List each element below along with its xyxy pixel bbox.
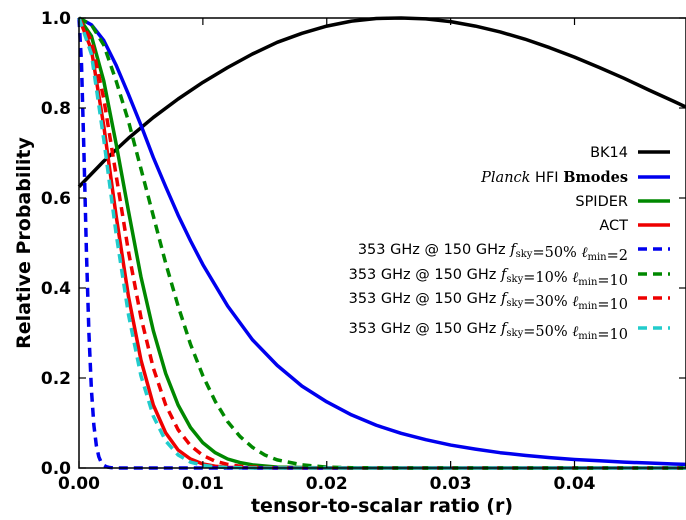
legend-label-6: 353 GHz @ 150 GHz fsky=30% ℓmin=10: [349, 291, 628, 313]
x-tick-label: 0.00: [58, 474, 100, 494]
x-axis-label: tensor-to-scalar ratio (r): [251, 495, 513, 517]
legend-label-7: 353 GHz @ 150 GHz fsky=50% ℓmin=10: [349, 321, 628, 343]
axes-layer: 0.00 0.01 0.02 0.03 0.04 0.0 0.2 0.4 0.6 0.8 1.0: [41, 9, 686, 494]
x-axis-ticks: 0.00 0.01 0.02 0.03 0.04: [58, 18, 596, 494]
series-line-7: [77, 17, 686, 470]
legend-label-5: 353 GHz @ 150 GHz fsky=10% ℓmin=10: [349, 267, 628, 289]
y-tick-label: 1.0: [41, 9, 71, 29]
y-tick-label: 0.6: [41, 189, 71, 209]
legend: BK14 Planck HFI Bmodes SPIDER ACT 353 GHz @ …: [349, 145, 670, 343]
y-axis-ticks: 0.0 0.2 0.4 0.6 0.8 1.0: [41, 9, 686, 479]
series-line-1: [78, 16, 686, 467]
x-tick-label: 0.02: [306, 474, 348, 494]
legend-label-1: Planck HFI Bmodes: [480, 169, 628, 186]
legend-label-2: SPIDER: [575, 194, 628, 210]
x-tick-label: 0.04: [554, 474, 596, 494]
x-tick-label: 0.01: [182, 474, 224, 494]
y-tick-label: 0.4: [41, 279, 71, 299]
y-tick-label: 0.2: [41, 369, 71, 389]
legend-label-0: BK14: [590, 145, 628, 161]
y-tick-label: 0.8: [41, 99, 71, 119]
legend-label-3: ACT: [599, 218, 628, 234]
plot-frame: [78, 17, 686, 469]
plot-area: [77, 16, 686, 470]
y-axis-label: Relative Probability: [13, 137, 35, 349]
legend-label-4: 353 GHz @ 150 GHz fsky=50% ℓmin=2: [358, 242, 628, 264]
x-tick-label: 0.03: [430, 474, 472, 494]
plot-background: [79, 18, 686, 468]
y-tick-label: 0.0: [41, 459, 71, 479]
